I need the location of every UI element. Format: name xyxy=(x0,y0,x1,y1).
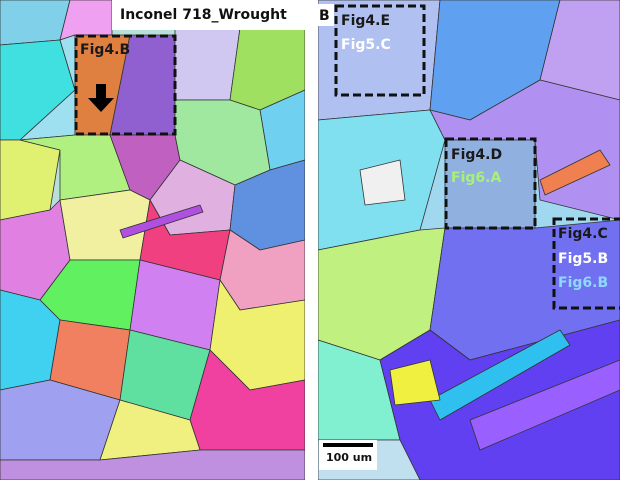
region-box xyxy=(74,34,177,136)
region-box xyxy=(444,137,537,230)
grain xyxy=(174,27,241,101)
region-label: Fig4.E xyxy=(341,13,390,29)
scale-label: 100 um xyxy=(326,451,372,464)
region-label: Fig6.B xyxy=(558,275,608,291)
region-label: Fig5.C xyxy=(341,37,391,53)
grain xyxy=(429,329,571,421)
region-label: Fig5.B xyxy=(558,251,608,267)
panel-label: B xyxy=(319,8,330,24)
arrow xyxy=(88,84,114,112)
region-box xyxy=(552,217,620,310)
title-box xyxy=(112,0,305,30)
scale-bar xyxy=(323,443,373,447)
region-label: Fig4.B xyxy=(80,42,130,58)
panel-title: Inconel 718_Wrought xyxy=(120,7,287,23)
region-label: Fig6.A xyxy=(451,170,501,186)
label-box xyxy=(318,4,334,26)
panel-b-map xyxy=(317,0,620,480)
region-box xyxy=(334,4,426,97)
panel-gap xyxy=(305,0,318,480)
grain xyxy=(0,0,71,46)
grain xyxy=(359,159,406,206)
grain xyxy=(539,149,611,196)
grain xyxy=(119,204,204,239)
grain xyxy=(0,139,61,221)
region-label: Fig4.D xyxy=(451,147,502,163)
grain xyxy=(539,0,620,101)
region-label: Fig4.C xyxy=(558,226,608,242)
grain xyxy=(389,359,441,406)
panel-a-map xyxy=(0,0,306,480)
grain xyxy=(469,359,620,451)
